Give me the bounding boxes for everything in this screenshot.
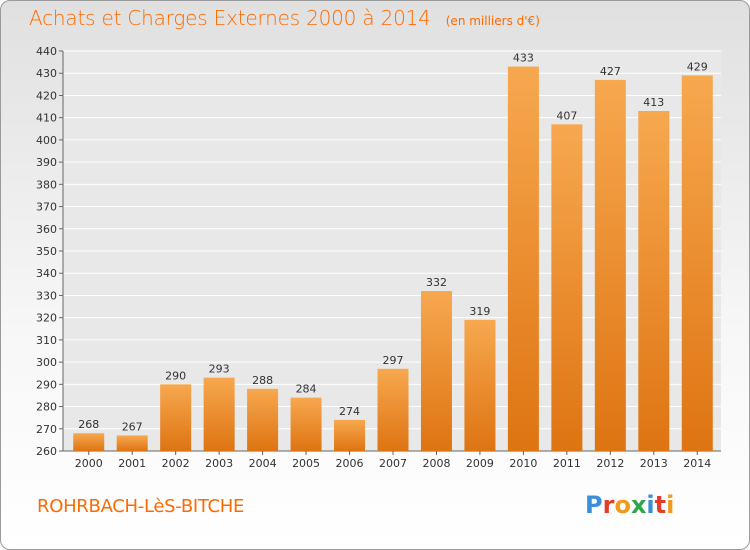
y-tick-label: 300 bbox=[36, 356, 57, 369]
y-tick-label: 270 bbox=[36, 423, 57, 436]
bar bbox=[507, 66, 539, 452]
data-label: 267 bbox=[122, 420, 143, 433]
x-tick-label: 2011 bbox=[553, 457, 581, 470]
location-label: ROHRBACH-LèS-BITCHE bbox=[37, 496, 245, 517]
x-tick-label: 2014 bbox=[683, 457, 711, 470]
data-label: 407 bbox=[556, 109, 577, 122]
y-tick-label: 310 bbox=[36, 334, 57, 347]
data-label: 319 bbox=[469, 305, 490, 318]
x-tick-label: 2005 bbox=[292, 457, 320, 470]
data-label: 332 bbox=[426, 276, 447, 289]
data-label: 297 bbox=[383, 354, 404, 367]
data-label: 429 bbox=[687, 60, 708, 73]
bar bbox=[73, 433, 105, 451]
y-tick-label: 260 bbox=[36, 445, 57, 458]
y-tick-label: 440 bbox=[36, 45, 57, 58]
bar bbox=[377, 368, 409, 451]
data-label: 293 bbox=[209, 363, 230, 376]
logo-letter: r bbox=[602, 491, 615, 519]
bar bbox=[160, 384, 192, 451]
y-tick-label: 410 bbox=[36, 112, 57, 125]
data-label: 268 bbox=[78, 418, 99, 431]
y-tick-label: 290 bbox=[36, 378, 57, 391]
bar bbox=[116, 435, 148, 451]
bar bbox=[290, 397, 322, 451]
logo-letter: t bbox=[654, 491, 667, 519]
x-tick-label: 2004 bbox=[249, 457, 277, 470]
chart-title: Achats et Charges Externes 2000 à 2014 bbox=[29, 6, 431, 30]
data-label: 290 bbox=[165, 369, 186, 382]
logo-letter: o bbox=[614, 491, 631, 519]
y-tick-label: 380 bbox=[36, 178, 57, 191]
data-label: 284 bbox=[296, 383, 317, 396]
y-tick-label: 400 bbox=[36, 134, 57, 147]
logo-letter: x bbox=[630, 491, 647, 519]
data-label: 427 bbox=[600, 65, 621, 78]
x-tick-label: 2003 bbox=[205, 457, 233, 470]
y-tick-label: 360 bbox=[36, 223, 57, 236]
x-tick-label: 2001 bbox=[118, 457, 146, 470]
x-tick-label: 2008 bbox=[422, 457, 450, 470]
data-label: 274 bbox=[339, 405, 360, 418]
data-label: 413 bbox=[643, 96, 664, 109]
x-tick-label: 2000 bbox=[75, 457, 103, 470]
x-tick-label: 2002 bbox=[162, 457, 190, 470]
x-tick-label: 2010 bbox=[509, 457, 537, 470]
logo-letter: i bbox=[666, 491, 675, 519]
bar bbox=[203, 377, 235, 451]
y-tick-label: 330 bbox=[36, 289, 57, 302]
bar bbox=[334, 419, 366, 451]
bar bbox=[638, 111, 670, 451]
data-label: 433 bbox=[513, 52, 534, 65]
x-tick-label: 2009 bbox=[466, 457, 494, 470]
y-tick-label: 420 bbox=[36, 89, 57, 102]
data-label: 288 bbox=[252, 374, 273, 387]
y-tick-label: 320 bbox=[36, 312, 57, 325]
proxiti-logo: Proxiti bbox=[585, 491, 674, 519]
y-tick-label: 340 bbox=[36, 267, 57, 280]
y-tick-label: 370 bbox=[36, 201, 57, 214]
x-tick-label: 2007 bbox=[379, 457, 407, 470]
chart-subtitle: (en milliers d'€) bbox=[445, 14, 540, 28]
bar bbox=[420, 291, 452, 451]
y-tick-label: 350 bbox=[36, 245, 57, 258]
chart-title-block: Achats et Charges Externes 2000 à 2014 (… bbox=[29, 6, 540, 30]
bar bbox=[464, 319, 496, 451]
bar bbox=[681, 75, 713, 451]
bar bbox=[551, 124, 583, 451]
y-tick-label: 280 bbox=[36, 401, 57, 414]
x-tick-label: 2012 bbox=[596, 457, 624, 470]
bar bbox=[594, 79, 626, 451]
y-tick-label: 390 bbox=[36, 156, 57, 169]
bar bbox=[247, 388, 279, 451]
logo-letter: i bbox=[646, 491, 655, 519]
x-tick-label: 2006 bbox=[336, 457, 364, 470]
x-tick-label: 2013 bbox=[640, 457, 668, 470]
logo-letter: P bbox=[585, 491, 603, 519]
y-tick-label: 430 bbox=[36, 67, 57, 80]
